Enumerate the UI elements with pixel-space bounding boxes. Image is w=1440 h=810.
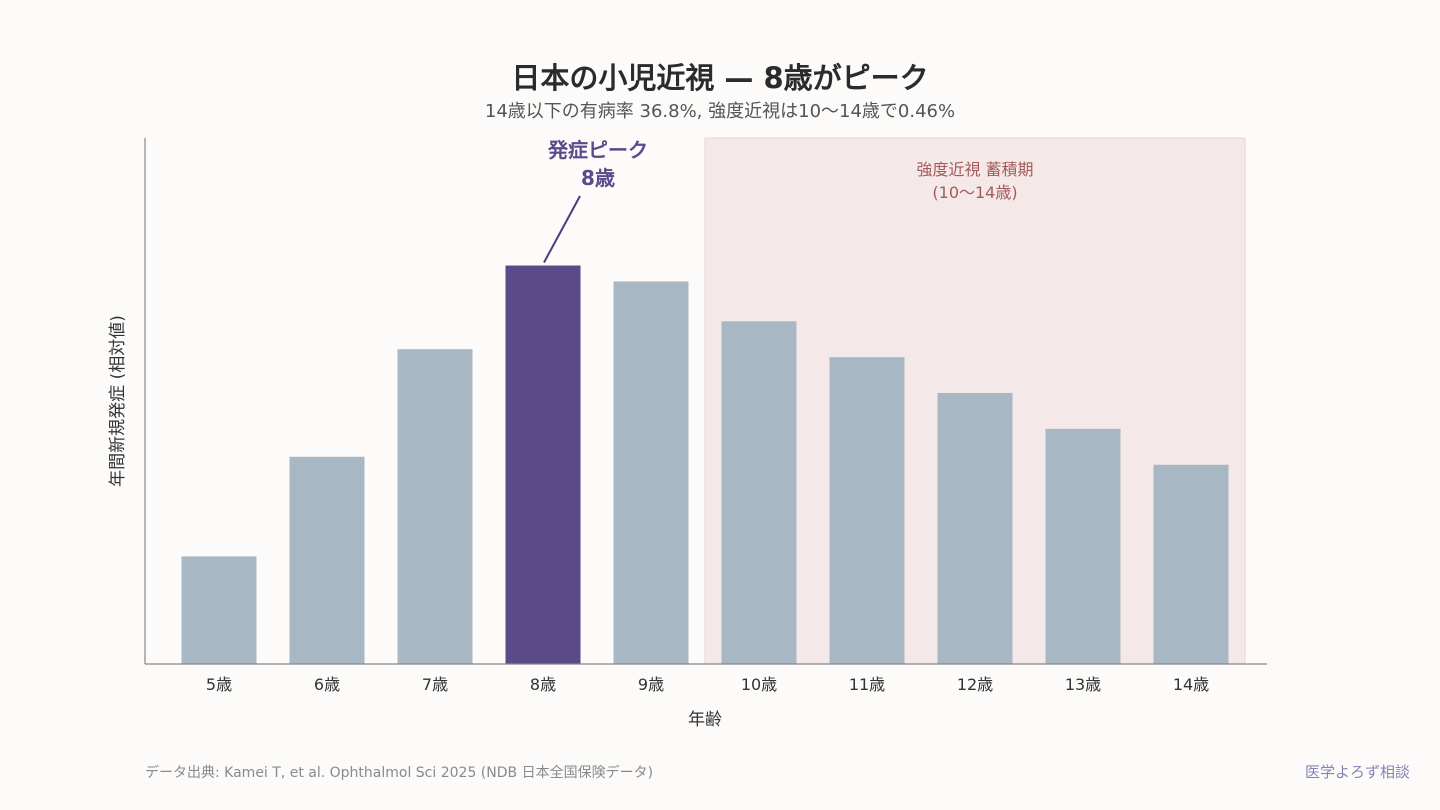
bar-11 (829, 357, 905, 664)
y-axis-label: 年間新規発症 (相対値) (108, 315, 128, 487)
source-note: データ出典: Kamei T, et al. Ophthalmol Sci 20… (145, 764, 653, 781)
bar-6 (289, 456, 365, 664)
bar-13 (1045, 428, 1121, 664)
bar-10 (721, 321, 797, 664)
bars-group (181, 265, 1229, 664)
x-tick-label: 12歳 (957, 675, 993, 694)
x-tick-label: 11歳 (849, 675, 885, 694)
peak-annotation: 発症ピーク (547, 138, 648, 162)
peak-annotation-line (543, 195, 581, 263)
x-tick-labels: 5歳 6歳 7歳 8歳 9歳 10歳 11歳 12歳 13歳 14歳 (206, 675, 1209, 694)
x-tick-label: 14歳 (1173, 675, 1209, 694)
bar-8 (505, 265, 581, 664)
x-tick-label: 7歳 (422, 675, 448, 694)
x-tick-label: 9歳 (638, 675, 664, 694)
brand-label: 医学よろず相談 (1305, 763, 1410, 781)
x-tick-label: 5歳 (206, 675, 232, 694)
chart-title: 日本の小児近視 — 8歳がピーク (511, 61, 928, 95)
x-tick-label: 8歳 (530, 675, 556, 694)
x-axis-label: 年齢 (688, 710, 722, 730)
bar-12 (937, 393, 1013, 664)
peak-annotation-age: 8歳 (581, 166, 615, 190)
x-tick-label: 13歳 (1065, 675, 1101, 694)
region-label-range: (10〜14歳) (932, 183, 1017, 202)
bar-9 (613, 281, 689, 664)
chart-subtitle: 14歳以下の有病率 36.8%, 強度近視は10〜14歳で0.46% (485, 101, 955, 122)
bar-7 (397, 349, 473, 664)
bar-14 (1153, 464, 1229, 664)
x-tick-label: 10歳 (741, 675, 777, 694)
x-tick-label: 6歳 (314, 675, 340, 694)
region-label: 強度近視 蓄積期 (916, 160, 1033, 179)
bar-5 (181, 556, 257, 664)
